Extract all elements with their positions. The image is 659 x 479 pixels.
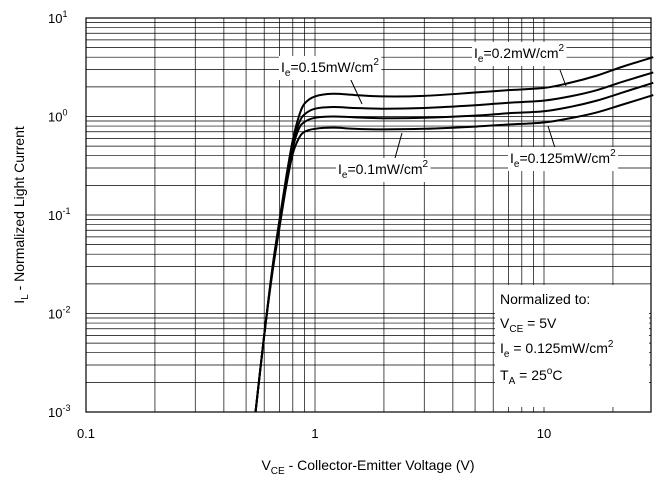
normalization-note: Normalized to: VCE = 5V Ie = 0.125mW/cm2… <box>495 285 649 407</box>
series-label-0: Ie=0.2mW/cm2 <box>474 43 565 65</box>
x-tick-label: 10 <box>537 426 551 441</box>
x-axis-title: VCE - Collector-Emitter Voltage (V) <box>261 457 474 477</box>
y-axis-title: IL - Normalized Light Current <box>11 126 31 304</box>
series-labels: Ie=0.2mW/cm2 Ie=0.15mW/cm2 Ie=0.125mW/cm2 I… <box>279 42 619 182</box>
series-label-bg <box>279 56 382 80</box>
y-tick-label: 10-1 <box>48 206 70 223</box>
y-tick-label: 101 <box>48 9 67 26</box>
x-tick-label: 1 <box>311 426 318 441</box>
series-curves <box>254 56 654 413</box>
series-label-1: Ie=0.15mW/cm2 <box>281 57 379 79</box>
y-tick-label: 10-3 <box>48 403 70 420</box>
series-label-leader <box>559 69 567 87</box>
y-tick-labels: 101 100 10-1 10-2 10-3 <box>48 9 70 420</box>
note-ie: Ie = 0.125mW/cm2 <box>500 339 614 360</box>
series-label-bg <box>472 42 567 66</box>
series-label-leader <box>349 77 363 105</box>
series-label-bg <box>508 147 619 171</box>
series-label-bg <box>336 158 431 182</box>
series-line-3 <box>254 94 654 413</box>
y-tick-label: 10-2 <box>48 305 70 322</box>
y-tick-label: 100 <box>48 108 67 125</box>
series-label-leader <box>547 125 556 149</box>
note-ta: TA = 25oC <box>500 366 562 387</box>
x-tick-label: 0.1 <box>77 426 95 441</box>
series-label-3: Ie=0.1mW/cm2 <box>338 159 429 181</box>
plot-frame <box>85 17 652 413</box>
note-vce: VCE = 5V <box>500 315 557 335</box>
note-title: Normalized to: <box>500 291 590 307</box>
x-tick-labels: 0.1 1 10 <box>77 426 551 441</box>
series-label-2: Ie=0.125mW/cm2 <box>510 148 616 170</box>
series-label-leader <box>394 132 403 159</box>
